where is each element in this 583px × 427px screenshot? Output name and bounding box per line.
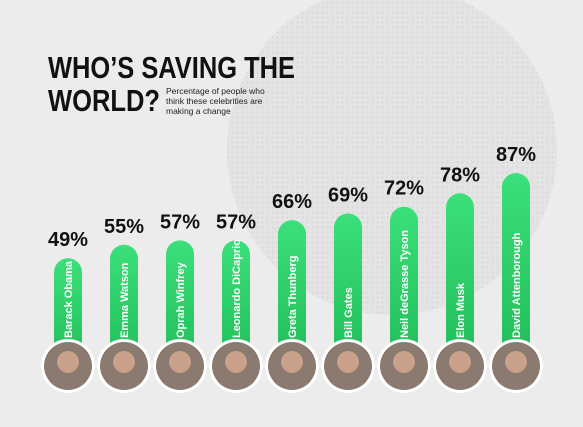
bar-label: Emma Watson [119,262,131,338]
bar [502,173,530,382]
photo-face [281,351,303,373]
value-label: 72% [384,178,424,200]
photo-face [57,351,79,373]
photo-face [505,351,527,373]
value-label: 69% [328,184,368,206]
bar-label: Greta Thunberg [287,255,299,338]
chart-title: WORLD? [48,83,160,118]
bar-label: Leonardo DiCaprio [231,239,243,338]
bar-label: Barack Obama [63,260,75,338]
photo-face [169,351,191,373]
photo-face [449,351,471,373]
value-label: 87% [496,144,536,166]
subtitle: Percentage of people who think these cel… [166,86,265,116]
bar-label: David Attenborough [511,232,523,338]
bar [334,213,362,382]
bar-label: Elon Musk [455,282,467,338]
value-label: 55% [104,216,144,238]
value-label: 57% [216,211,256,233]
bar-label: Bill Gates [343,287,355,338]
globe-dots [227,0,557,315]
value-label: 66% [272,191,312,213]
photo-face [393,351,415,373]
bar [446,193,474,382]
value-label: 49% [48,229,88,251]
value-label: 57% [160,211,200,233]
chart-title: WHO’S SAVING THE [48,50,295,85]
value-label: 78% [440,164,480,186]
bar-label: Oprah Winfrey [175,261,187,338]
bar-label: Neil deGrasse Tyson [399,230,411,338]
bar [390,206,418,382]
photo-face [337,351,359,373]
photo-face [113,351,135,373]
photo-face [225,351,247,373]
